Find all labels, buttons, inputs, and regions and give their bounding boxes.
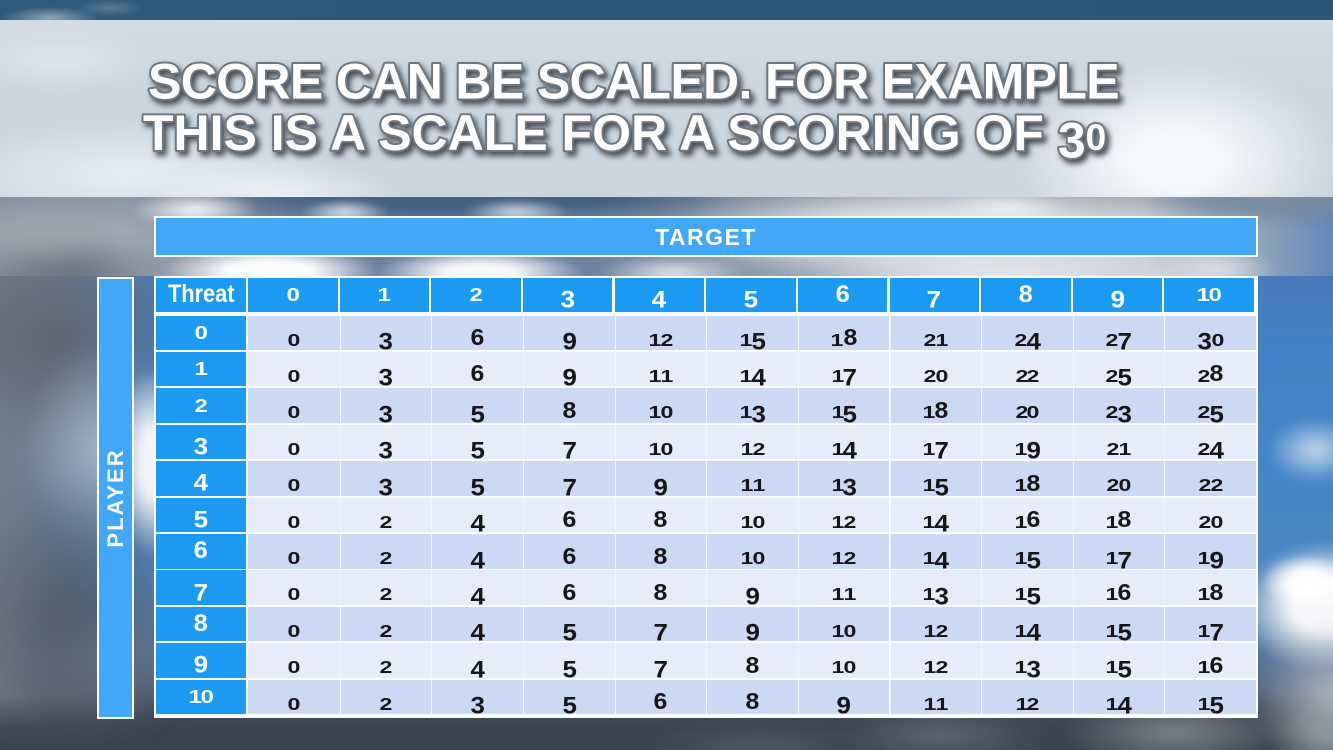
- svg-text:THIS IS A SCALE FOR A SCORING: THIS IS A SCALE FOR A SCORING OF 30: [143, 105, 1106, 169]
- svg-text:SCORE CAN BE SCALED. FOR EXAMP: SCORE CAN BE SCALED. FOR EXAMPLE: [148, 54, 1119, 110]
